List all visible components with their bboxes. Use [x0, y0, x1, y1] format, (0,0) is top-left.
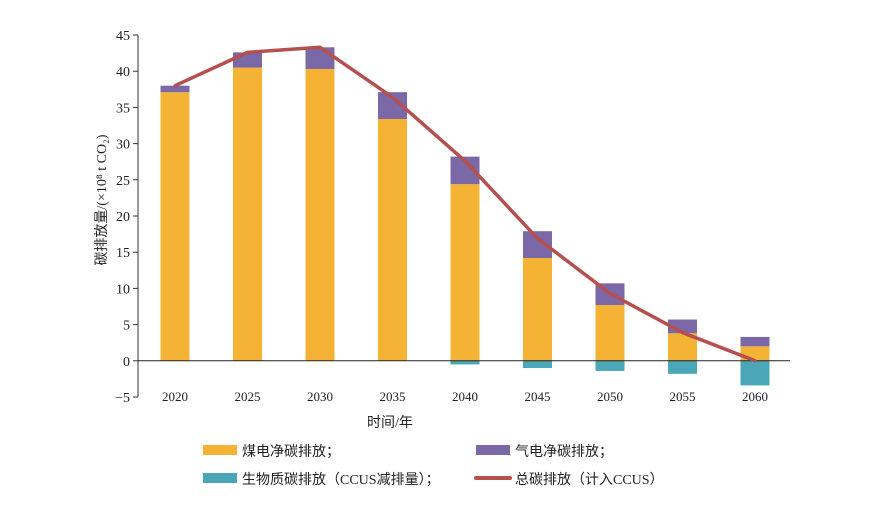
- x-axis-label: 时间/年: [367, 415, 413, 431]
- legend: 煤电净碳排放； 气电净碳排放； 生物质碳排放（CCUS减排量）； 总碳排放（计入CCU…: [203, 444, 664, 488]
- legend-swatch-1: [476, 445, 510, 455]
- y-tick-label: 45: [116, 29, 130, 44]
- bar-segment-2-2045: [523, 360, 552, 369]
- line-point-2025: [246, 50, 249, 54]
- legend-label-1: 气电净碳排放；: [515, 444, 613, 460]
- bar-segment-0-2030: [305, 69, 335, 361]
- bar-segment-0-2020: [160, 92, 190, 361]
- line-point-2030: [318, 45, 322, 49]
- y-tick-label: 0: [123, 355, 130, 370]
- y-tick-label: 15: [116, 246, 130, 261]
- y-tick-label: −5: [115, 391, 130, 406]
- bars-layer: [160, 47, 770, 386]
- line-point-2055: [681, 331, 684, 335]
- x-tick-label: 2035: [380, 389, 406, 404]
- legend-label-3: 总碳排放（计入CCUS）: [515, 472, 664, 488]
- y-axis-label: 碳排放量/(×10⁸ t CO₂): [94, 134, 110, 266]
- line-point-2035: [391, 95, 394, 99]
- bar-segment-0-2050: [595, 305, 625, 361]
- x-tick-label: 2050: [597, 389, 623, 404]
- y-tick-label: 35: [116, 101, 130, 116]
- bar-segment-1-2025: [233, 52, 262, 68]
- bar-segment-1-2060: [740, 336, 770, 347]
- y-tick-label: 30: [116, 138, 130, 153]
- x-tick-label: 2045: [525, 389, 551, 404]
- x-tick-label: 2020: [162, 389, 188, 404]
- y-tick-label: 20: [116, 210, 130, 225]
- y-tick-label: 40: [116, 65, 130, 80]
- x-tick-label: 2040: [452, 389, 478, 404]
- line-point-2050: [608, 291, 612, 295]
- x-tick-label: 2025: [235, 389, 261, 404]
- legend-label-0: 煤电净碳排放；: [242, 444, 340, 460]
- bar-segment-0-2025: [233, 67, 262, 361]
- y-tick-label: 10: [116, 282, 130, 297]
- bar-segment-2-2055: [668, 360, 697, 374]
- x-tick-label: 2060: [742, 389, 768, 404]
- axes-layer: 2020 2025 2030 2035 2040 2045 2050 2055 2060−505…: [115, 29, 790, 406]
- line-point-2060: [753, 359, 757, 363]
- bar-segment-0-2040: [450, 184, 480, 361]
- legend-swatch-0: [203, 445, 237, 455]
- legend-label-2: 生物质碳排放（CCUS减排量）；: [242, 472, 440, 488]
- line-layer: [173, 45, 757, 363]
- bar-segment-0-2035: [378, 118, 407, 361]
- y-tick-label: 5: [123, 319, 130, 334]
- y-tick-label: 25: [116, 174, 130, 189]
- bar-segment-2-2040: [450, 360, 480, 365]
- bar-segment-2-2050: [595, 360, 625, 371]
- bar-segment-1-2020: [160, 85, 190, 93]
- line-point-2020: [173, 84, 177, 88]
- bar-segment-1-2030: [305, 47, 335, 70]
- legend-swatch-3: [474, 476, 512, 480]
- legend-swatch-2: [203, 473, 237, 483]
- x-tick-label: 2055: [670, 389, 696, 404]
- bar-segment-0-2045: [523, 257, 552, 361]
- line-point-2045: [536, 236, 539, 240]
- x-tick-label: 2030: [307, 389, 333, 404]
- bar-segment-2-2060: [740, 360, 770, 386]
- line-point-2040: [463, 159, 467, 163]
